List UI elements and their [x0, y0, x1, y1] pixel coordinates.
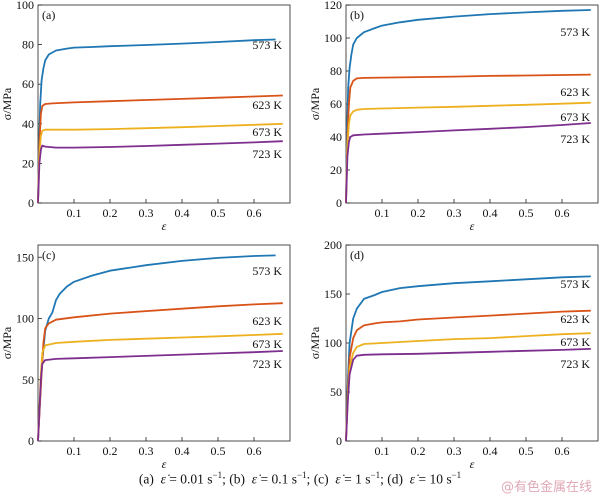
- series-line-573k: [37, 254, 276, 442]
- y-tick-label: 100: [324, 336, 342, 350]
- series-line-673k: [345, 332, 591, 442]
- series-label: 623 K: [252, 314, 282, 328]
- x-axis-label: ε: [162, 457, 167, 471]
- series-label: 623 K: [560, 312, 590, 326]
- panel-label: (b): [350, 8, 364, 22]
- series-label: 673 K: [560, 335, 590, 349]
- x-tick-label: 0.5: [519, 206, 534, 220]
- series-line-623k: [37, 302, 283, 442]
- x-tick-label: 0.1: [375, 444, 390, 458]
- x-tick-label: 0.3: [139, 206, 154, 220]
- figure-caption: (a) ε̇ = 0.01 s−1; (b) ε̇ = 0.1 s−1; (c)…: [138, 470, 462, 487]
- x-tick-label: 0.2: [411, 206, 426, 220]
- y-tick-label: 100: [16, 0, 34, 12]
- series-line-573k: [37, 38, 276, 204]
- y-tick-label: 0: [28, 434, 34, 448]
- plot-frame-c: [37, 244, 291, 442]
- x-tick-label: 0.2: [103, 206, 118, 220]
- series-line-673k: [345, 101, 591, 204]
- y-tick-label: 40: [22, 117, 34, 131]
- panel-b: 0 20 40 60 80 100 120 0.1 0.2 0.3 0.4 0.5 0.6 ε σ/MPa (…: [308, 0, 599, 233]
- series-line-723k: [37, 140, 283, 204]
- x-tick-label: 0.1: [67, 206, 82, 220]
- y-tick-label: 50: [22, 373, 34, 387]
- series-line-673k: [37, 332, 283, 442]
- panel-label: (d): [350, 248, 364, 262]
- y-tick-label: 20: [22, 156, 34, 170]
- y-axis-label: σ/MPa: [0, 87, 14, 120]
- x-tick-label: 0.5: [211, 206, 226, 220]
- panel-label: (c): [42, 248, 55, 262]
- series-label: 723 K: [560, 357, 590, 371]
- series-line-723k: [345, 348, 591, 442]
- y-tick-label: 0: [336, 434, 342, 448]
- y-tick-label: 50: [330, 385, 342, 399]
- x-tick-label: 0.2: [103, 444, 118, 458]
- x-tick-label: 0.4: [175, 444, 190, 458]
- y-tick-label: 60: [22, 77, 34, 91]
- series-label: 673 K: [252, 125, 282, 139]
- series-label: 573 K: [252, 264, 282, 278]
- x-axis-label: ε: [162, 219, 167, 233]
- y-tick-label: 0: [336, 196, 342, 210]
- x-axis-label: ε: [470, 457, 475, 471]
- series-line-723k: [345, 122, 591, 204]
- series-label: 723 K: [252, 357, 282, 371]
- panel-c: 0 50 100 150 0.1 0.2 0.3 0.4 0.5 0.6 ε σ/MPa (c) 573 …: [0, 244, 291, 471]
- x-tick-label: 0.5: [211, 444, 226, 458]
- plot-frame-a: [37, 4, 291, 204]
- x-tick-label: 0.3: [447, 444, 462, 458]
- series-line-723k: [37, 350, 283, 442]
- y-tick-label: 80: [330, 64, 342, 78]
- series-line-623k: [345, 309, 591, 442]
- series-label: 673 K: [252, 337, 282, 351]
- y-tick-label: 60: [330, 97, 342, 111]
- panel-d: 0 50 100 150 200 0.1 0.2 0.3 0.4 0.5 0.6 ε σ/MPa (d) 5…: [308, 238, 599, 471]
- x-tick-label: 0.3: [447, 206, 462, 220]
- y-tick-label: 120: [324, 0, 342, 12]
- panel-label: (a): [42, 8, 55, 22]
- y-tick-label: 20: [330, 163, 342, 177]
- panel-a: 0 20 40 60 80 100 0.1 0.2 0.3 0.4 0.5 0.6 ε σ/MPa (a) 5…: [0, 0, 291, 233]
- x-tick-label: 0.6: [555, 444, 570, 458]
- watermark: @有色金属在线: [500, 480, 592, 495]
- series-label: 623 K: [560, 85, 590, 99]
- y-tick-label: 150: [324, 287, 342, 301]
- series-label: 573 K: [252, 38, 282, 52]
- series-label: 673 K: [560, 110, 590, 124]
- y-axis-label: σ/MPa: [0, 326, 14, 359]
- x-tick-label: 0.5: [519, 444, 534, 458]
- series-label: 723 K: [252, 147, 282, 161]
- y-tick-label: 40: [330, 130, 342, 144]
- series-label: 573 K: [560, 277, 590, 291]
- x-tick-label: 0.3: [139, 444, 154, 458]
- series-line-573k: [345, 275, 591, 442]
- y-tick-label: 150: [16, 250, 34, 264]
- y-tick-label: 80: [22, 38, 34, 52]
- y-tick-label: 0: [28, 196, 34, 210]
- x-tick-label: 0.4: [175, 206, 190, 220]
- series-label: 623 K: [252, 98, 282, 112]
- y-tick-label: 100: [16, 312, 34, 326]
- y-axis-label: σ/MPa: [308, 87, 322, 120]
- x-tick-label: 0.4: [483, 444, 498, 458]
- series-line-673k: [37, 122, 283, 204]
- series-line-623k: [345, 73, 591, 204]
- x-axis-label: ε: [470, 219, 475, 233]
- x-tick-label: 0.6: [247, 206, 262, 220]
- series-label: 573 K: [560, 25, 590, 39]
- x-tick-label: 0.4: [483, 206, 498, 220]
- y-axis-label: σ/MPa: [308, 326, 322, 359]
- y-tick-label: 100: [324, 31, 342, 45]
- x-tick-label: 0.6: [247, 444, 262, 458]
- series-label: 723 K: [560, 132, 590, 146]
- x-tick-label: 0.1: [67, 444, 82, 458]
- x-tick-label: 0.1: [375, 206, 390, 220]
- x-tick-label: 0.6: [555, 206, 570, 220]
- series-line-573k: [345, 9, 591, 204]
- y-tick-label: 200: [324, 238, 342, 252]
- series-line-623k: [37, 94, 283, 204]
- x-tick-label: 0.2: [411, 444, 426, 458]
